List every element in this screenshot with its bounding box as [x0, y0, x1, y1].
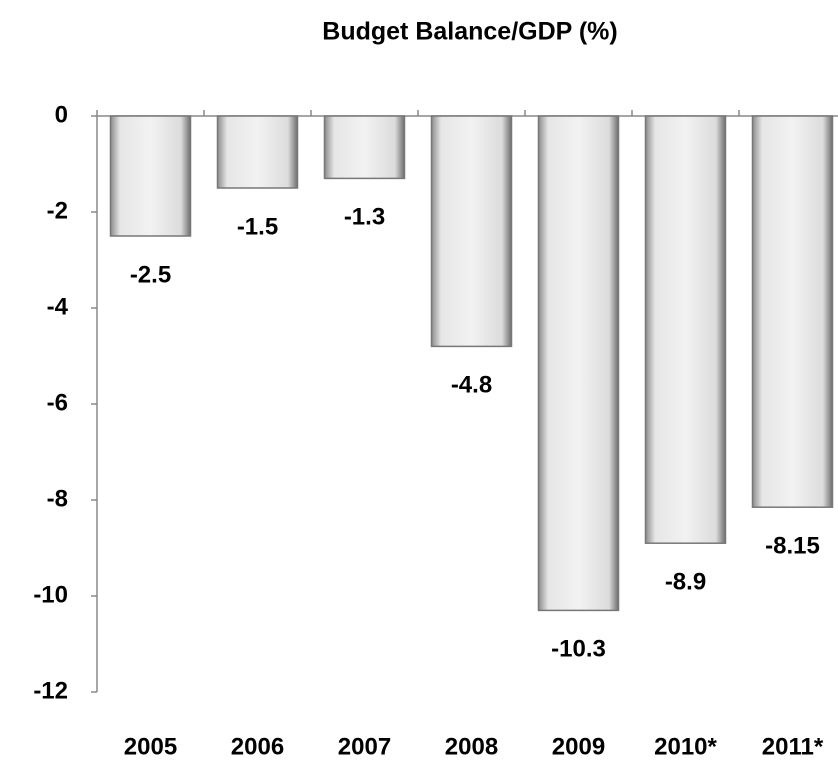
x-tick-label: 2008: [445, 733, 498, 760]
y-tick-label: -8: [47, 485, 68, 512]
y-tick-label: -2: [47, 197, 68, 224]
data-label: -4.8: [451, 372, 492, 399]
data-label: -8.9: [665, 569, 706, 596]
x-tick-label: 2005: [124, 733, 177, 760]
x-tick-label: 2006: [231, 733, 284, 760]
data-label: -8.15: [765, 533, 820, 560]
chart-title: Budget Balance/GDP (%): [322, 18, 617, 46]
x-tick-label: 2011*: [762, 733, 824, 760]
bar: [216, 115, 299, 189]
y-tick-label: -4: [47, 293, 69, 320]
x-tick-label: 2009: [552, 733, 605, 760]
x-tick-label: 2007: [338, 733, 391, 760]
y-tick-label: -10: [33, 581, 68, 608]
y-tick-label: 0: [55, 101, 68, 128]
bar: [323, 115, 406, 180]
data-label: -10.3: [551, 636, 606, 663]
bar: [537, 115, 620, 612]
y-tick-label: -6: [47, 389, 68, 416]
bar: [751, 115, 834, 508]
bar: [430, 115, 513, 348]
data-label: -1.3: [344, 204, 385, 231]
bar: [109, 115, 192, 237]
y-tick-label: -12: [33, 677, 68, 704]
x-tick-label: 2010*: [654, 733, 717, 760]
data-label: -2.5: [130, 261, 171, 288]
data-label: -1.5: [237, 213, 278, 240]
bar: [644, 115, 727, 544]
